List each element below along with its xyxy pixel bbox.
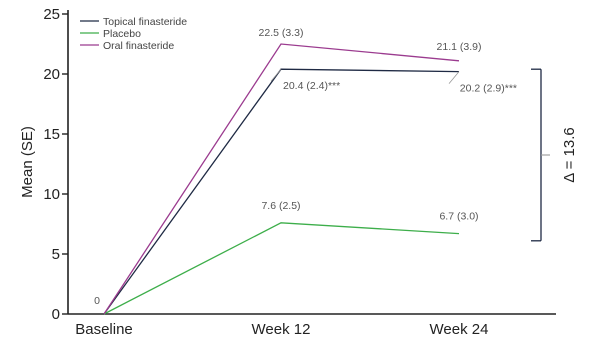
data-label: 20.2 (2.9)***	[460, 83, 517, 95]
series-line-oral-finasteride	[104, 44, 459, 314]
label-leader-line	[449, 72, 459, 84]
y-tick-label: 25	[43, 6, 60, 23]
data-label: 21.1 (3.9)	[437, 41, 482, 53]
y-tick-label: 5	[52, 246, 60, 263]
y-tick-label: 20	[43, 66, 60, 83]
label-leader-line	[271, 69, 281, 81]
y-tick-label: 15	[43, 126, 60, 143]
series-line-placebo	[104, 223, 459, 314]
series-line-topical-finasteride	[104, 69, 459, 314]
data-label: 0	[94, 295, 100, 307]
data-label: 22.5 (3.3)	[259, 27, 304, 39]
y-axis-title: Mean (SE)	[19, 126, 36, 198]
legend-label: Oral finasteride	[103, 40, 174, 52]
data-label: 6.7 (3.0)	[439, 211, 478, 223]
y-tick-label: 10	[43, 186, 60, 203]
delta-label: Δ = 13.6	[561, 127, 578, 182]
legend-label: Topical finasteride	[103, 16, 187, 28]
legend-label: Placebo	[103, 28, 141, 40]
data-label: 20.4 (2.4)***	[283, 80, 340, 92]
x-tick-label: Week 12	[252, 321, 311, 338]
y-tick-label: 0	[52, 306, 60, 323]
x-tick-label: Week 24	[430, 321, 489, 338]
data-label: 7.6 (2.5)	[261, 200, 300, 212]
x-tick-label: Baseline	[75, 321, 133, 338]
